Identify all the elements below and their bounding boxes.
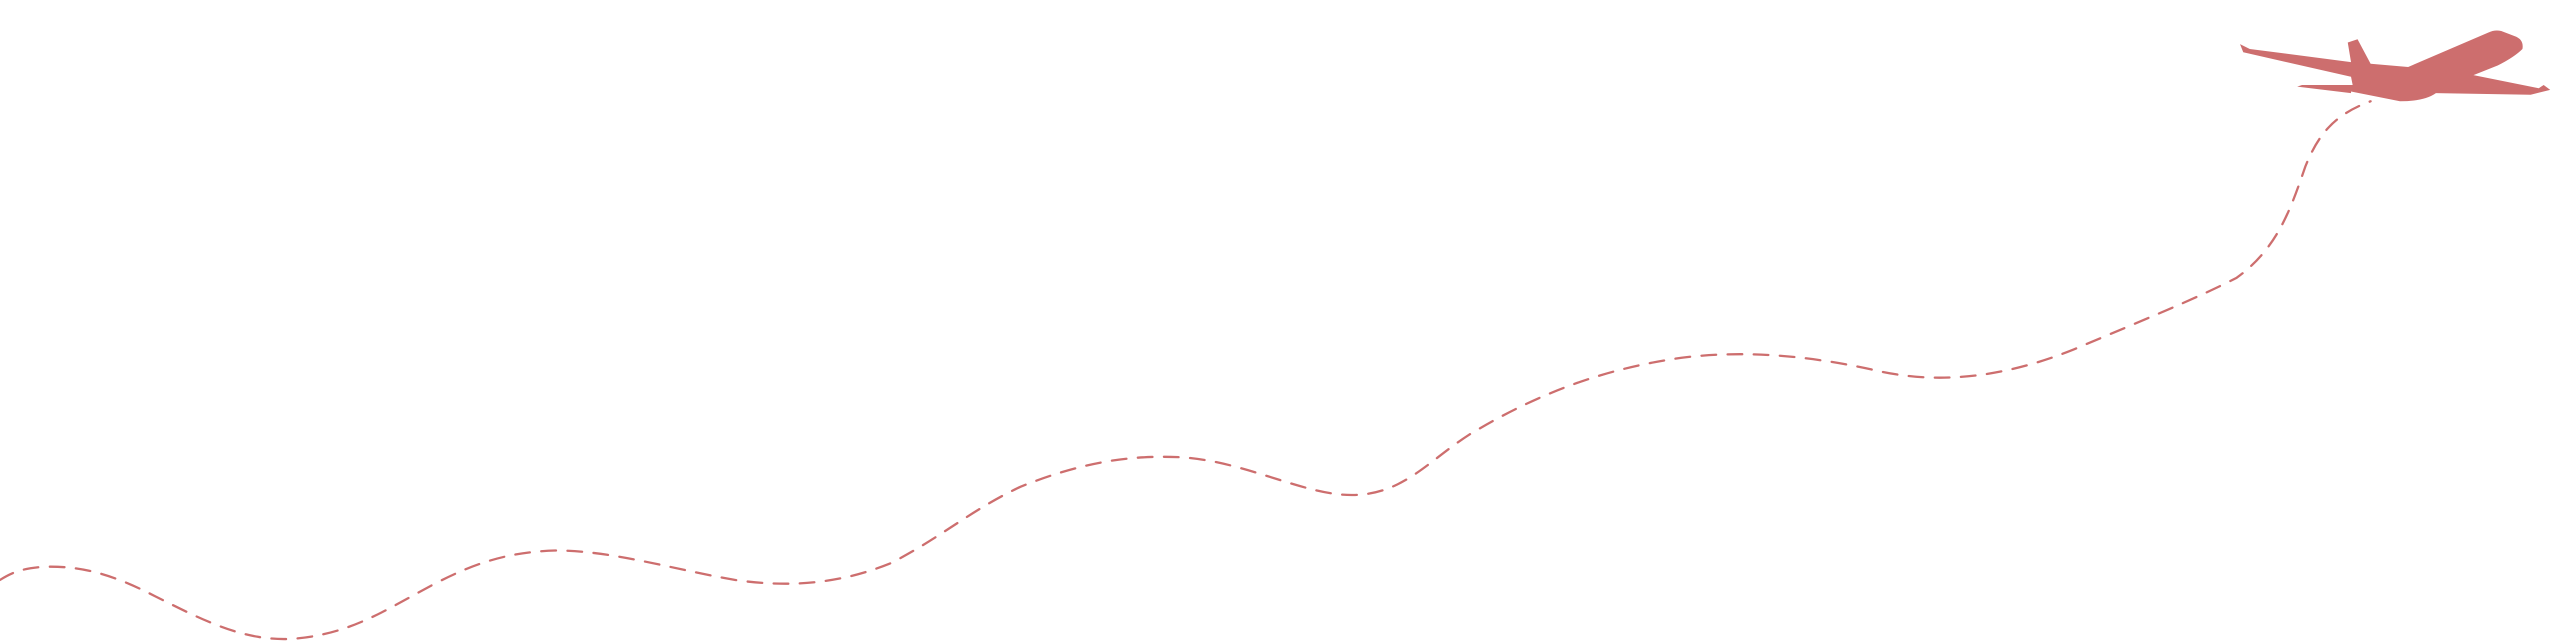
airplane-icon <box>2240 30 2551 102</box>
dashed-flight-path <box>0 100 2372 641</box>
